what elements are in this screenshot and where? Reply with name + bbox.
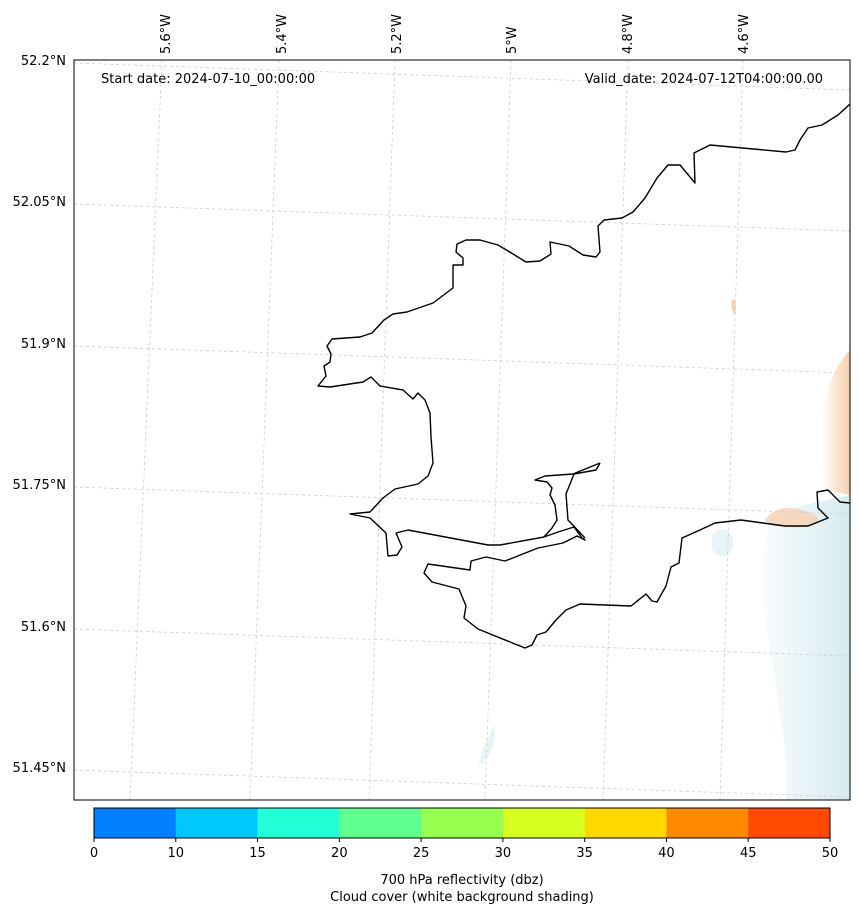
- lat-label: 51.9°N: [21, 337, 66, 352]
- colorbar-tick-label: 45: [740, 846, 757, 861]
- cloud-shading-small: [712, 529, 734, 557]
- lon-label: 4.8°W: [621, 14, 636, 54]
- latitude-labels: 52.2°N 52.05°N 51.9°N 51.75°N 51.6°N 51.…: [13, 54, 66, 776]
- colorbar-tick-label: 35: [576, 846, 593, 861]
- colorbar-segment: [175, 808, 259, 838]
- cloud-shading: [761, 495, 850, 800]
- plot-frame: [73, 59, 851, 801]
- reflectivity-shading-east: [821, 350, 850, 495]
- coastline: [317, 103, 850, 649]
- colorbar-tick-label: 10: [168, 846, 185, 861]
- lon-label: 5.6°W: [159, 14, 174, 54]
- plot-area: [74, 60, 850, 800]
- lon-label: 4.6°W: [737, 14, 752, 54]
- colorbar-tick-label: 15: [249, 846, 266, 861]
- colorbar-segment: [421, 808, 504, 838]
- colorbar-segment: [339, 808, 422, 838]
- cloud-shading-speck: [478, 725, 495, 765]
- colorbar-tick-label: 20: [331, 846, 348, 861]
- colorbar-tick-label: 0: [90, 846, 98, 861]
- colorbar-segment: [94, 808, 177, 838]
- lon-label: 5°W: [505, 26, 520, 54]
- colorbar-segment: [257, 808, 340, 838]
- colorbar-frame: [93, 807, 831, 839]
- start-date-label: Start date: 2024-07-10_00:00:00: [101, 72, 315, 87]
- colorbar-label-line2: Cloud cover (white background shading): [330, 890, 594, 905]
- lon-label: 5.4°W: [275, 14, 290, 54]
- valid-date-label: Valid_date: 2024-07-12T04:00:00.00: [585, 72, 823, 87]
- lat-label: 52.2°N: [21, 54, 66, 69]
- colorbar-tick-label: 40: [658, 846, 675, 861]
- lon-label: 5.2°W: [390, 14, 405, 54]
- colorbar-label-line1: 700 hPa reflectivity (dbz): [380, 873, 543, 888]
- colorbar-segment: [666, 808, 749, 838]
- lat-label: 51.45°N: [13, 761, 66, 776]
- lat-label: 51.75°N: [13, 478, 66, 493]
- reflectivity-shading-speck: [731, 299, 736, 316]
- colorbar: 0 10 15 20 25 30 35 40 45 50 700 hPa reflectivity…: [90, 807, 839, 905]
- reflectivity-shading-coast: [765, 508, 819, 528]
- colorbar-segment: [584, 808, 667, 838]
- colorbar-segment: [502, 808, 586, 838]
- colorbar-segment: [748, 808, 831, 838]
- lat-label: 51.6°N: [21, 620, 66, 635]
- colorbar-tick-label: 30: [495, 846, 512, 861]
- colorbar-tick-label: 25: [413, 846, 430, 861]
- colorbar-tick-label: 50: [822, 846, 839, 861]
- longitude-labels: 5.6°W 5.4°W 5.2°W 5°W 4.8°W 4.6°W: [159, 14, 752, 54]
- lat-label: 52.05°N: [13, 195, 66, 210]
